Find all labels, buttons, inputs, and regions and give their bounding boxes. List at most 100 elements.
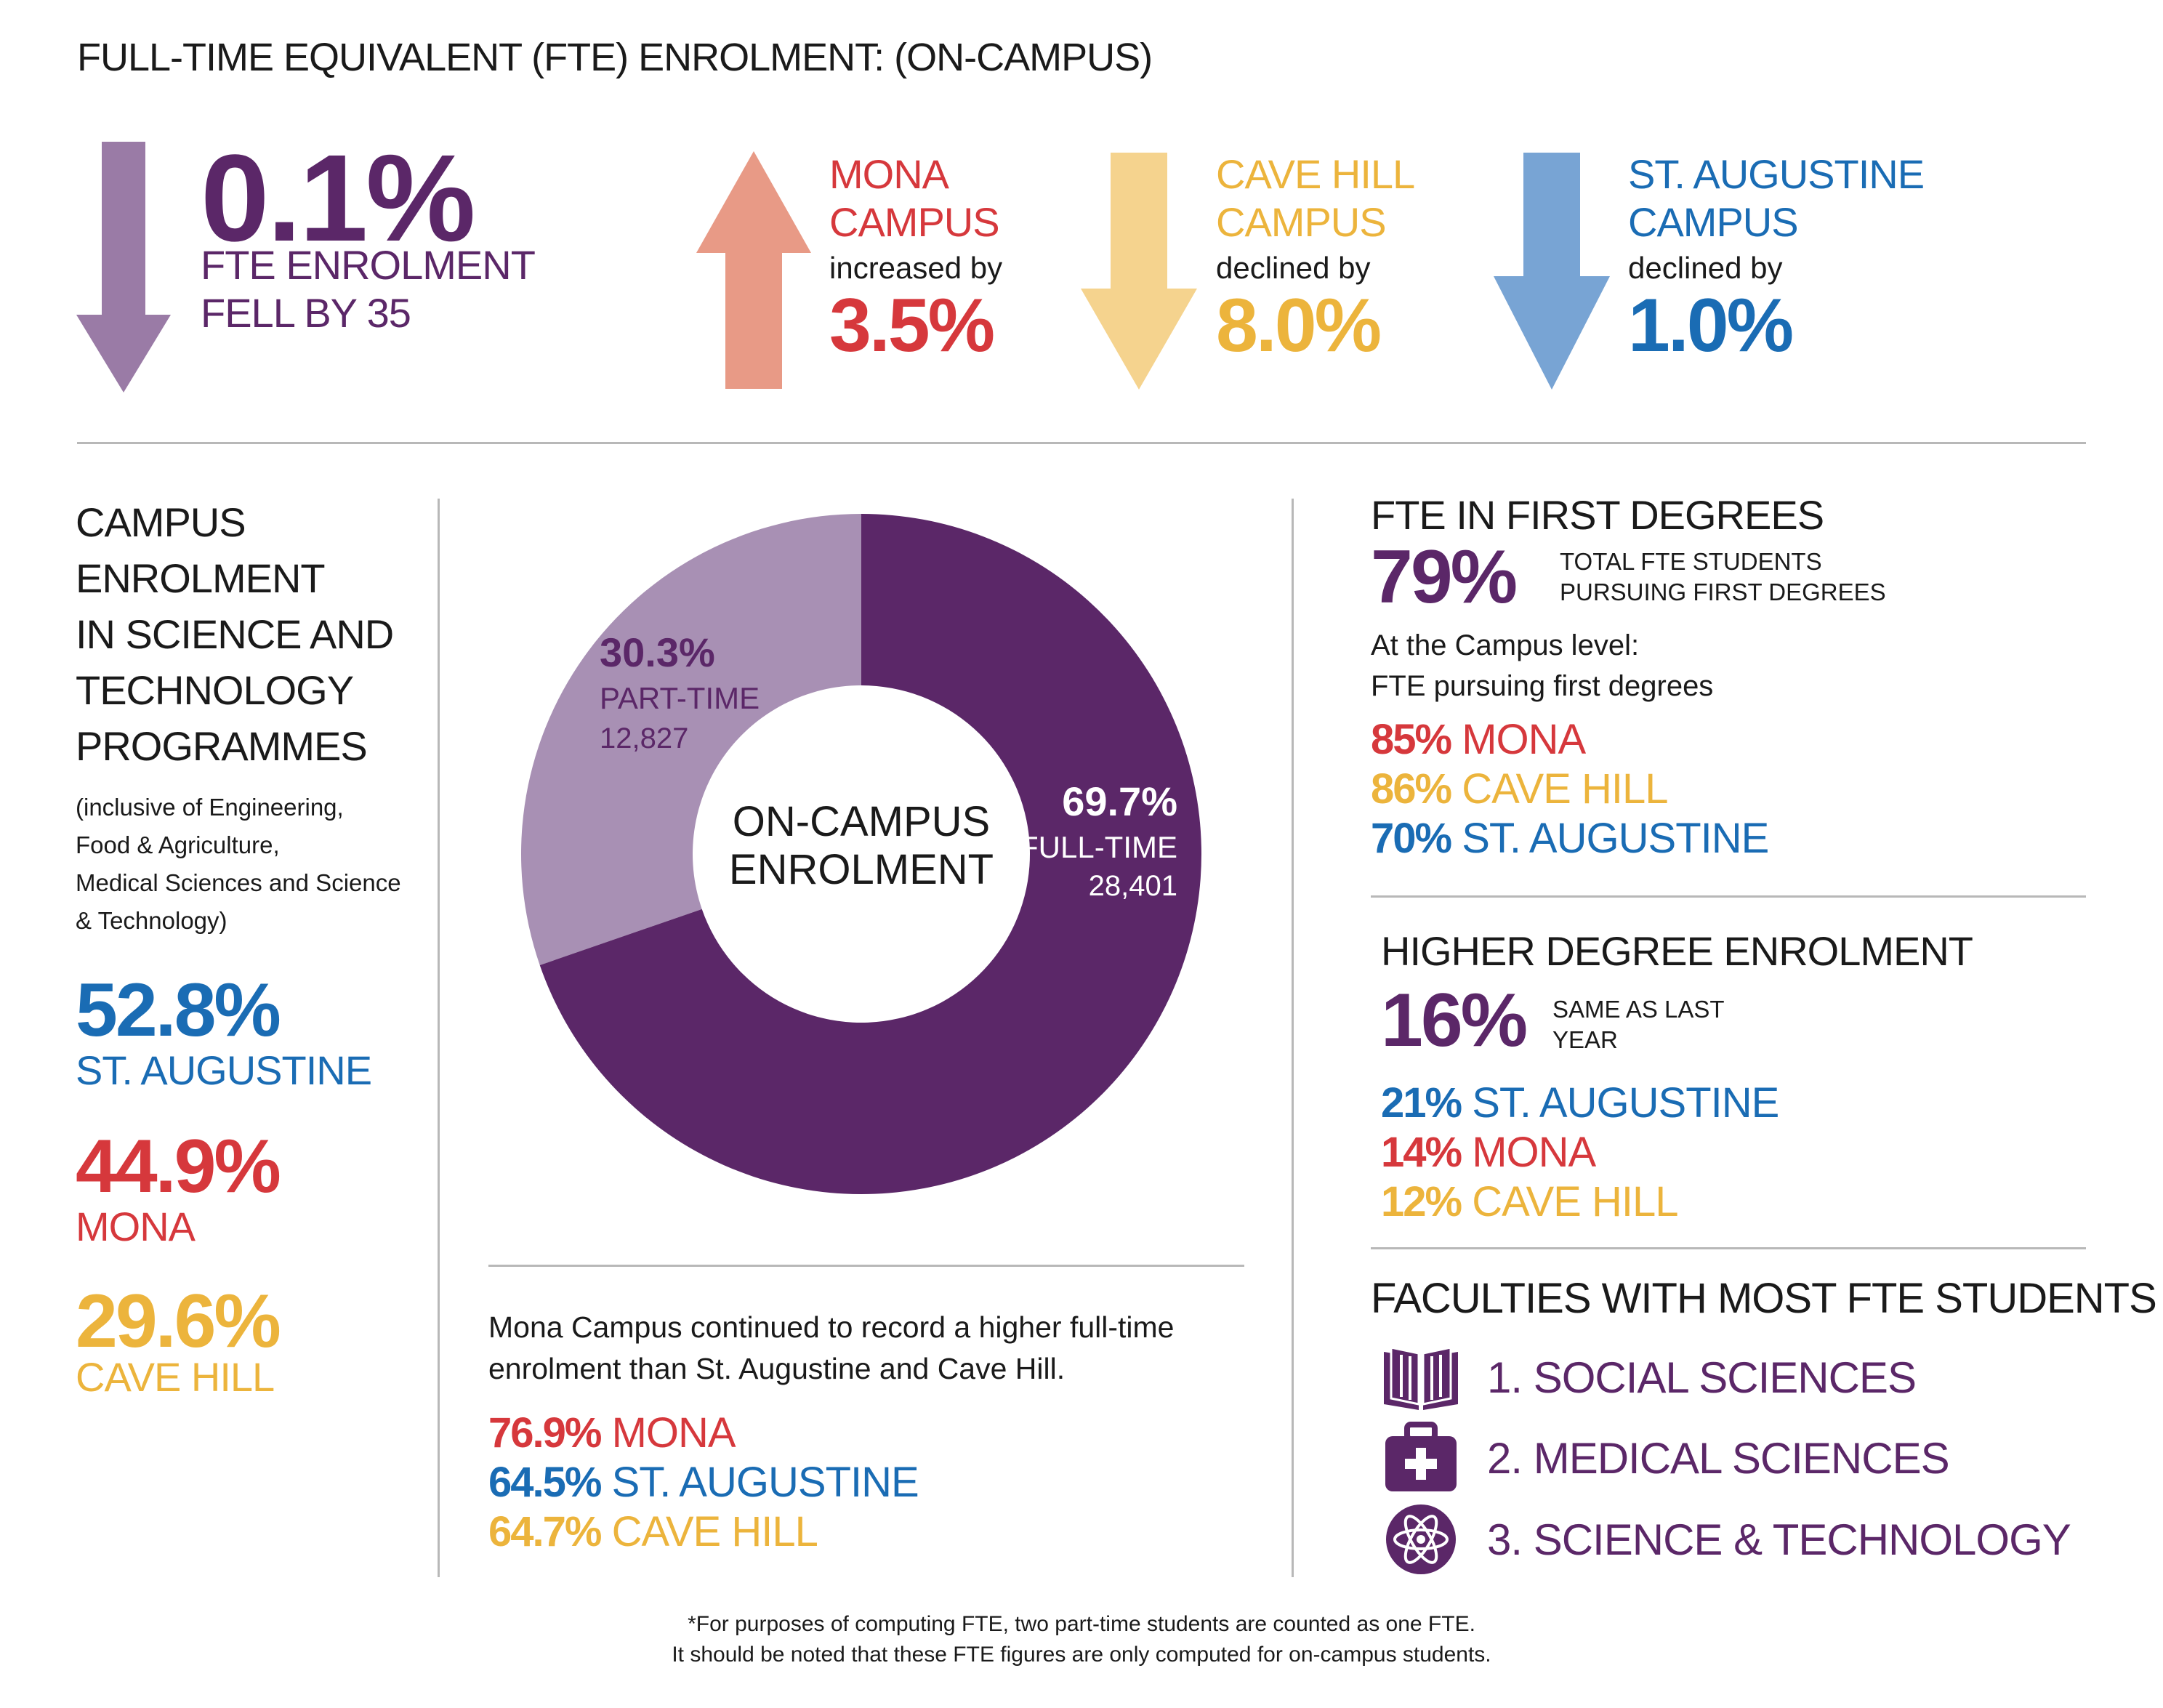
higher-degree-list: 21% ST. AUGUSTINE 14% MONA 12% CAVE HILL [1381, 1079, 1779, 1227]
science-note-line: (inclusive of Engineering, [76, 794, 344, 821]
down-arrow-icon [1081, 153, 1197, 390]
first-degrees-mona-value: 85% [1371, 716, 1452, 763]
first-degrees-st-augustine: 70% ST. AUGUSTINE [1371, 814, 1769, 863]
full-time-slice [539, 514, 1201, 1194]
science-cave-hill-value: 29.6% [76, 1279, 281, 1363]
first-degrees-cave-hill: 86% CAVE HILL [1371, 765, 1768, 814]
medical-kit-icon [1385, 1422, 1457, 1491]
atom-icon [1386, 1504, 1456, 1574]
science-mona-name: MONA [76, 1204, 196, 1249]
first-degrees-desc: TOTAL FTE STUDENTS PURSUING FIRST DEGREE… [1560, 547, 1886, 608]
science-note-line: & Technology) [76, 907, 227, 934]
science-note-line: Food & Agriculture, [76, 831, 280, 858]
fulltime-mona: 76.9% MONA [488, 1409, 919, 1458]
book-icon [1384, 1346, 1458, 1410]
higher-degree-mona-value: 14% [1381, 1129, 1462, 1176]
cave-hill-campus-value: 8.0% [1216, 283, 1382, 368]
footnote-line: It should be noted that these FTE figure… [672, 1643, 1491, 1667]
first-degrees-value: 79% [1371, 535, 1518, 619]
down-arrow-icon [1494, 153, 1610, 390]
right-column-divider [1292, 499, 1294, 1577]
higher-degree-cave-hill: 12% CAVE HILL [1381, 1177, 1779, 1227]
science-heading-line: ENROLMENT [76, 555, 326, 601]
top-divider [77, 442, 2086, 444]
higher-degree-mona: 14% MONA [1381, 1128, 1779, 1177]
chart-bottom-divider [488, 1265, 1244, 1267]
st-augustine-campus-verb: declined by [1628, 251, 1783, 285]
higher-degree-st-augustine: 21% ST. AUGUSTINE [1381, 1079, 1779, 1128]
science-mona-value: 44.9% [76, 1124, 281, 1209]
higher-degree-desc-line: YEAR [1552, 1026, 1618, 1053]
footnote: *For purposes of computing FTE, two part… [0, 1609, 2163, 1670]
donut-center-label: ENROLMENT [729, 846, 994, 893]
overall-change-line1: FTE ENROLMENT [201, 242, 536, 288]
higher-degree-desc-line: SAME AS LAST [1552, 996, 1725, 1023]
first-degrees-heading: FTE IN FIRST DEGREES [1371, 492, 1824, 538]
st-augustine-campus-name2: CAMPUS [1628, 199, 1799, 245]
higher-degree-heading: HIGHER DEGREE ENROLMENT [1381, 928, 1973, 974]
higher-degree-cave-hill-value: 12% [1381, 1178, 1462, 1225]
science-cave-hill-name: CAVE HILL [76, 1354, 275, 1400]
higher-degree-value: 16% [1381, 978, 1528, 1063]
faculty-item: 2. MEDICAL SCIENCES [1381, 1422, 1950, 1494]
page-title: FULL-TIME EQUIVALENT (FTE) ENROLMENT: (O… [77, 36, 1153, 79]
faculties-heading: FACULTIES WITH MOST FTE STUDENTS [1371, 1275, 2157, 1322]
donut-center-label: ON-CAMPUS [733, 798, 990, 845]
first-degrees-list: 85% MONA 86% CAVE HILL 70% ST. AUGUSTINE [1371, 715, 1769, 863]
first-degrees-sub-line: At the Campus level: [1371, 629, 1640, 661]
higher-degree-mona-name: MONA [1472, 1129, 1596, 1176]
fulltime-mona-name: MONA [611, 1409, 736, 1457]
first-degrees-st-augustine-value: 70% [1371, 815, 1452, 862]
higher-degree-st-augustine-name: ST. AUGUSTINE [1472, 1079, 1779, 1127]
full-time-count-label: 28,401 [1089, 870, 1177, 902]
faculty-label: 2. MEDICAL SCIENCES [1487, 1433, 1950, 1483]
fulltime-description: Mona Campus continued to record a higher… [488, 1307, 1174, 1390]
first-degrees-sub: At the Campus level: FTE pursuing first … [1371, 625, 1713, 706]
science-st-augustine-value: 52.8% [76, 968, 281, 1052]
fulltime-st-augustine-value: 64.5% [488, 1459, 602, 1506]
higher-degree-divider [1371, 1247, 2086, 1249]
faculty-label: 3. SCIENCE & TECHNOLOGY [1487, 1515, 2071, 1564]
fulltime-cave-hill-name: CAVE HILL [611, 1508, 818, 1555]
first-degrees-mona-name: MONA [1462, 716, 1586, 763]
first-degrees-desc-line: TOTAL FTE STUDENTS [1560, 548, 1822, 575]
fulltime-mona-value: 76.9% [488, 1409, 602, 1457]
mona-campus-value: 3.5% [829, 283, 995, 368]
fulltime-cave-hill: 64.7% CAVE HILL [488, 1507, 919, 1557]
part-time-label: PART-TIME [600, 681, 760, 715]
first-degrees-mona: 85% MONA [1371, 715, 1768, 765]
st-augustine-campus-value: 1.0% [1628, 283, 1794, 368]
fulltime-description-line: enrolment than St. Augustine and Cave Hi… [488, 1352, 1066, 1385]
science-note-line: Medical Sciences and Science [76, 869, 401, 896]
first-degrees-divider [1371, 895, 2086, 898]
full-time-percent-label: 69.7% [1062, 778, 1177, 824]
science-heading-line: CAMPUS [76, 499, 246, 545]
higher-degree-cave-hill-name: CAVE HILL [1472, 1178, 1678, 1225]
footnote-line: *For purposes of computing FTE, two part… [688, 1612, 1475, 1636]
higher-degree-desc: SAME AS LAST YEAR [1552, 994, 1725, 1055]
fulltime-st-augustine: 64.5% ST. AUGUSTINE [488, 1458, 919, 1507]
faculty-label: 1. SOCIAL SCIENCES [1487, 1353, 1917, 1402]
up-arrow-icon [696, 151, 811, 389]
science-heading: CAMPUS ENROLMENT IN SCIENCE AND TECHNOLO… [76, 494, 394, 774]
left-column-divider [438, 499, 440, 1577]
science-st-augustine-name: ST. AUGUSTINE [76, 1047, 372, 1093]
mona-campus-name2: CAMPUS [829, 199, 1000, 245]
faculty-item: 3. SCIENCE & TECHNOLOGY [1381, 1503, 2071, 1576]
mona-campus-verb: increased by [829, 251, 1003, 285]
higher-degree-st-augustine-value: 21% [1381, 1079, 1462, 1127]
down-arrow-icon [76, 142, 171, 392]
science-heading-line: PROGRAMMES [76, 723, 368, 769]
fulltime-description-line: Mona Campus continued to record a higher… [488, 1310, 1175, 1344]
full-time-label: FULL-TIME [1020, 830, 1177, 864]
mona-campus-name1: MONA [829, 151, 949, 197]
science-note: (inclusive of Engineering, Food & Agricu… [76, 789, 401, 940]
first-degrees-desc-line: PURSUING FIRST DEGREES [1560, 579, 1886, 605]
fulltime-list: 76.9% MONA 64.5% ST. AUGUSTINE 64.7% CAV… [488, 1409, 919, 1557]
cave-hill-campus-verb: declined by [1216, 251, 1371, 285]
cave-hill-campus-name1: CAVE HILL [1216, 151, 1415, 197]
overall-change-value: 0.1% [201, 129, 475, 267]
science-heading-line: IN SCIENCE AND [76, 611, 394, 657]
overall-change-line2: FELL BY 35 [201, 290, 411, 336]
faculty-item: 1. SOCIAL SCIENCES [1381, 1345, 1917, 1410]
